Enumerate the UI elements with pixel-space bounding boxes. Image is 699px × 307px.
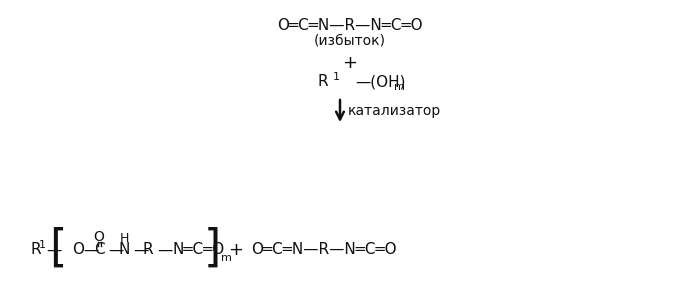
Text: —: — [133, 243, 148, 258]
Text: m: m [394, 82, 405, 92]
Text: R: R [317, 75, 328, 90]
Text: N: N [118, 243, 130, 258]
Text: 1: 1 [333, 72, 340, 82]
Text: N═C═O: N═C═O [172, 243, 224, 258]
Text: m: m [221, 253, 232, 263]
Text: 1: 1 [39, 240, 46, 250]
Text: +: + [229, 241, 243, 259]
Text: [: [ [50, 227, 66, 270]
Text: O: O [94, 230, 104, 244]
Text: —: — [83, 243, 99, 258]
Text: ]: ] [203, 227, 221, 270]
Text: —: — [157, 243, 172, 258]
Text: —(OH): —(OH) [355, 75, 405, 90]
Text: O: O [72, 243, 84, 258]
Text: H: H [120, 231, 129, 244]
Text: (избыток): (избыток) [314, 34, 386, 48]
Text: O═C═N—R—N═C═O: O═C═N—R—N═C═O [278, 17, 423, 33]
Text: R: R [30, 243, 41, 258]
Text: —: — [46, 243, 62, 258]
Text: R: R [143, 243, 153, 258]
Text: +: + [343, 54, 357, 72]
Text: C: C [94, 243, 104, 258]
Text: O═C═N—R—N═C═O: O═C═N—R—N═C═O [251, 243, 396, 258]
Text: катализатор: катализатор [348, 104, 441, 118]
Text: —: — [108, 243, 123, 258]
